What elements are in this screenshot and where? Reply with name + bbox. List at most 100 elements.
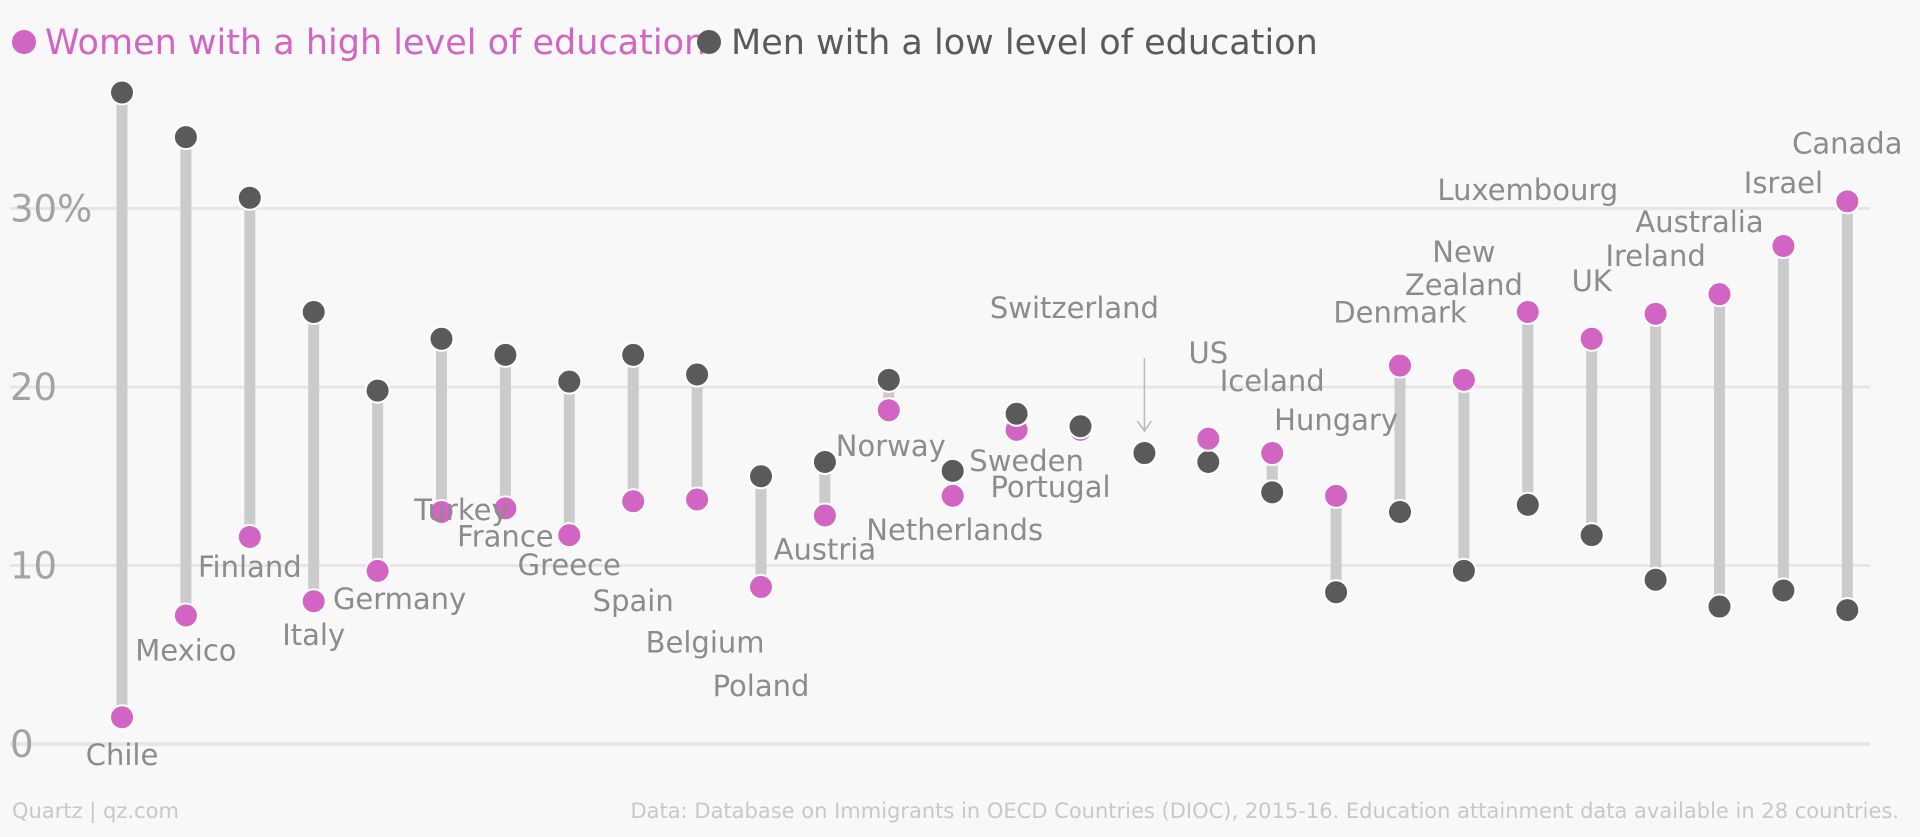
men-dot-luxembourg [1514,491,1541,518]
women-dot-iceland [1259,440,1286,467]
country-label-finland: Finland [198,550,302,584]
women-dot-canada [1834,188,1861,215]
men-dot-australia [1706,593,1733,620]
country-label-turkey: Turkey [413,493,508,527]
women-dot-us [1195,425,1222,452]
women-dot-mexico [172,602,199,629]
men-dot-norway [875,366,902,393]
legend: Women with a high level of education Men… [12,23,1318,63]
legend-label-men: Men with a low level of education [731,23,1318,63]
country-label-belgium: Belgium [646,625,765,659]
country-label-austria: Austria [774,533,876,567]
legend-label-women: Women with a high level of education [45,23,706,63]
women-dot-turkey [428,498,455,525]
country-label-germany: Germany [333,582,466,616]
women-dot-finland [236,523,263,550]
country-label-new-zealand-line-2: Zealand [1405,268,1523,302]
men-dot-hungary [1323,579,1350,606]
country-label-us: US [1188,336,1228,370]
women-dot-poland [748,573,774,600]
country-label-mexico: Mexico [135,633,236,667]
y-tick-label-0: 0 [10,723,34,766]
women-dot-germany [364,557,391,584]
country-label-australia: Australia [1635,205,1763,239]
men-dot-netherlands [939,457,966,484]
country-label-ireland: Ireland [1605,239,1705,273]
country-label-iceland: Iceland [1220,364,1325,398]
men-dot-israel [1770,577,1797,604]
men-dot-belgium [684,361,711,388]
men-dot-turkey [428,325,455,352]
women-dot-ireland [1642,300,1669,327]
country-label-new-zealand-line-1: New [1432,235,1495,269]
women-dot-france [492,495,519,522]
country-label-italy: Italy [282,618,345,652]
men-dot-sweden [1003,400,1030,427]
women-dot-new-zealand [1450,366,1477,393]
women-dot-chile [109,704,135,731]
men-dot-portugal [1067,413,1094,440]
country-label-israel: Israel [1744,166,1823,200]
women-dot-denmark [1387,352,1413,379]
y-tick-label-20: 20 [10,366,57,409]
men-dot-switzerland [1131,440,1158,467]
men-dot-austria [811,448,838,475]
women-dot-spain [620,488,647,515]
women-dot-israel [1770,232,1797,259]
country-label-chile: Chile [86,738,159,772]
country-label-poland: Poland [713,669,810,703]
women-dot-austria [811,502,838,529]
footer-source: Data: Database on Immigrants in OECD Cou… [631,799,1900,823]
grid-lines [10,207,1870,746]
men-dot-greece [556,368,583,395]
country-label-spain: Spain [593,584,674,618]
y-tick-label-30: 30% [10,188,92,231]
country-label-portugal: Portugal [990,470,1110,504]
legend-dot-men [697,30,721,54]
women-dot-hungary [1323,482,1350,509]
women-dot-belgium [684,486,711,513]
country-label-uk: UK [1572,264,1613,298]
y-axis-ticks: 0 10 20 30% [10,188,92,767]
men-dot-ireland [1642,566,1669,593]
country-label-denmark: Denmark [1333,296,1466,330]
men-dot-iceland [1259,479,1286,506]
women-dot-norway [875,397,902,424]
country-label-norway: Norway [836,429,946,463]
country-label-netherlands: Netherlands [866,513,1043,547]
country-label-greece: Greece [518,548,621,582]
country-label-hungary: Hungary [1274,403,1398,437]
men-dot-denmark [1387,498,1413,525]
footer-credit: Quartz | qz.com [12,799,179,824]
men-dot-chile [109,79,135,106]
women-dot-italy [300,588,327,615]
switzerland-pointer-arrowhead [1136,420,1153,433]
men-dot-canada [1834,597,1861,624]
country-label-france: France [457,519,553,553]
women-dot-uk [1578,325,1605,352]
men-dot-new-zealand [1450,557,1477,584]
women-dot-australia [1706,281,1733,308]
data-points [109,79,1861,731]
country-label-sweden: Sweden [969,444,1084,478]
country-label-switzerland: Switzerland [990,291,1159,325]
men-dot-italy [300,299,327,326]
men-dot-france [492,341,519,368]
women-dot-netherlands [939,482,966,509]
men-dot-spain [620,341,647,368]
men-dot-uk [1578,522,1605,549]
men-dot-poland [748,463,774,490]
men-dot-germany [364,377,391,404]
women-dot-luxembourg [1514,299,1541,326]
men-dot-mexico [172,124,199,151]
country-label-canada: Canada [1792,126,1902,160]
connector-lines [116,92,1853,718]
legend-dot-women [12,30,36,54]
country-label-luxembourg: Luxembourg [1437,173,1618,207]
men-dot-finland [236,184,263,211]
women-dot-greece [556,522,583,549]
men-dot-us [1195,448,1222,475]
